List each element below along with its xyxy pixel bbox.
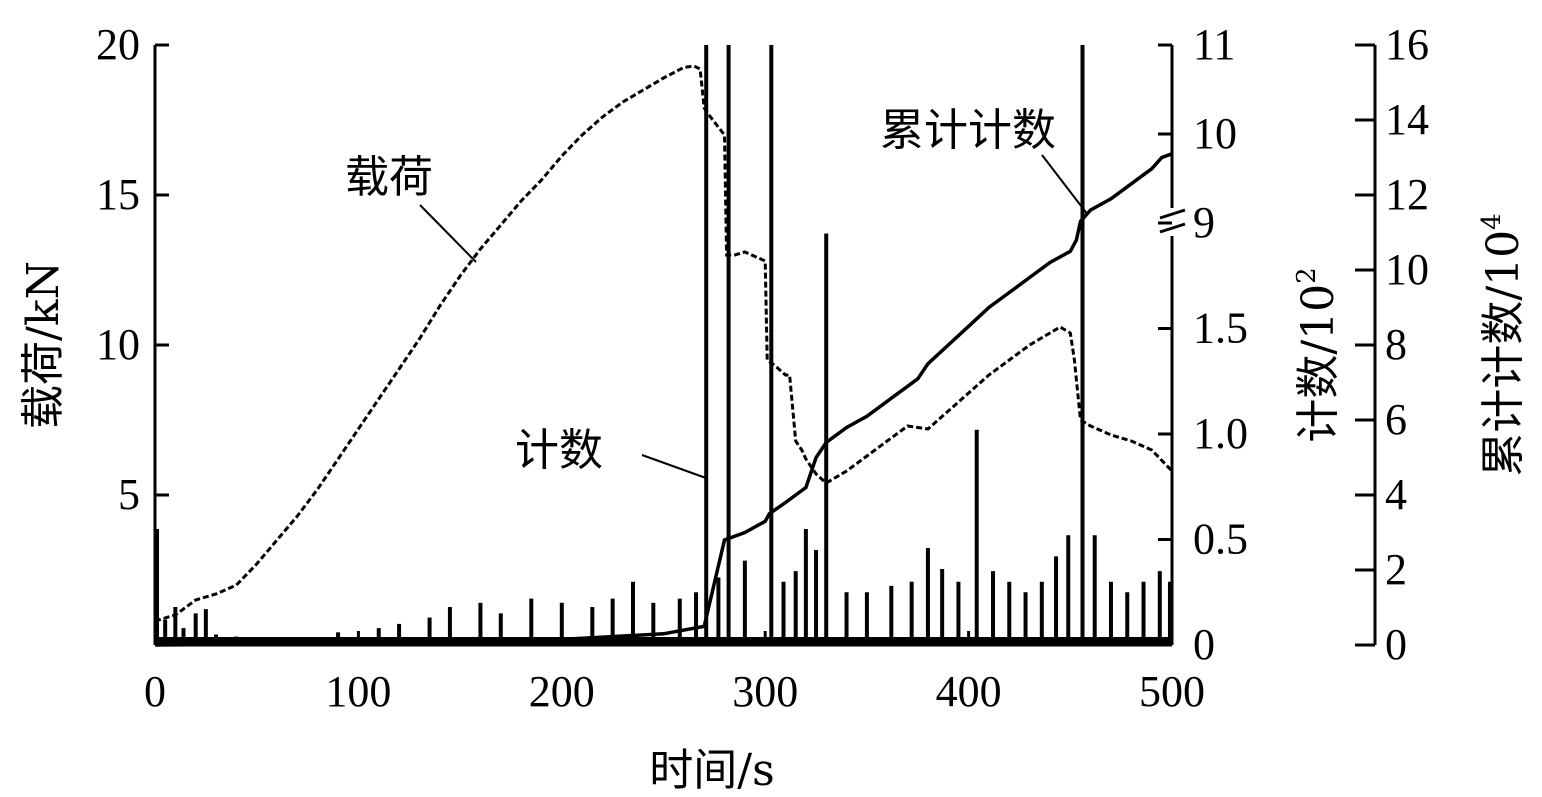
cumulative-tick-label: 6 [1385, 395, 1407, 444]
cumulative-axis-title-exp: 4 [1477, 213, 1507, 230]
x-tick-label: 200 [529, 667, 595, 716]
annotation-cumulative: 累计计数 [880, 105, 1056, 156]
annotation-leader-load [419, 204, 477, 263]
cumulative-tick-label: 0 [1385, 620, 1407, 669]
ticks [153, 43, 1375, 647]
cumulative-axis-title-base: 累计计数/10 [1478, 230, 1529, 477]
count-noise-floor [155, 637, 1172, 645]
load-tick-label: 15 [96, 170, 140, 219]
cumulative-tick-label: 16 [1385, 20, 1429, 69]
count-tick-label: 11 [1193, 20, 1235, 69]
x-axis-title: 时间/s [649, 745, 774, 796]
load-tick-label: 10 [96, 320, 140, 369]
x-tick-label: 100 [325, 667, 391, 716]
load-axis-title: 载荷/kN [18, 261, 69, 429]
cumulative-tick-label: 2 [1385, 545, 1407, 594]
labels: 0 100 200 300 400 500510152000.51.01.59101102… [96, 20, 1429, 716]
count-tick-label: 0 [1193, 620, 1215, 669]
annotation-leader-cumulative [1041, 154, 1089, 216]
count-axis-title-exp: 2 [1292, 267, 1322, 284]
x-tick-label: 400 [936, 667, 1002, 716]
x-tick-label: 300 [732, 667, 798, 716]
cumulative-tick-label: 14 [1385, 95, 1429, 144]
count-tick-label: 0.5 [1193, 515, 1248, 564]
annotation-load: 载荷 [345, 152, 433, 203]
count-tick-label: 10 [1193, 109, 1237, 158]
plot-frame [153, 45, 1377, 647]
count-axis-title: 计数/102 [1292, 267, 1344, 442]
count-tick-label: 9 [1193, 198, 1215, 247]
cumulative-line [154, 152, 1173, 647]
cumulative-axis-title: 累计计数/104 [1477, 213, 1529, 476]
series-layer [154, 45, 1174, 647]
cumulative-tick-label: 4 [1385, 470, 1407, 519]
load-tick-label: 20 [96, 20, 140, 69]
cumulative-tick-label: 8 [1385, 320, 1407, 369]
annotation-leader-count [641, 454, 707, 479]
cumulative-tick-label: 10 [1385, 245, 1429, 294]
cumulative-tick-label: 12 [1385, 170, 1429, 219]
count-tick-label: 1.0 [1193, 409, 1248, 458]
x-tick-label: 0 [144, 667, 166, 716]
count-axis-title-base: 计数/10 [1293, 284, 1344, 443]
annotation-count: 计数 [515, 425, 603, 476]
x-tick-label: 500 [1139, 667, 1205, 716]
count-tick-label: 1.5 [1193, 304, 1248, 353]
load-tick-label: 5 [118, 470, 140, 519]
